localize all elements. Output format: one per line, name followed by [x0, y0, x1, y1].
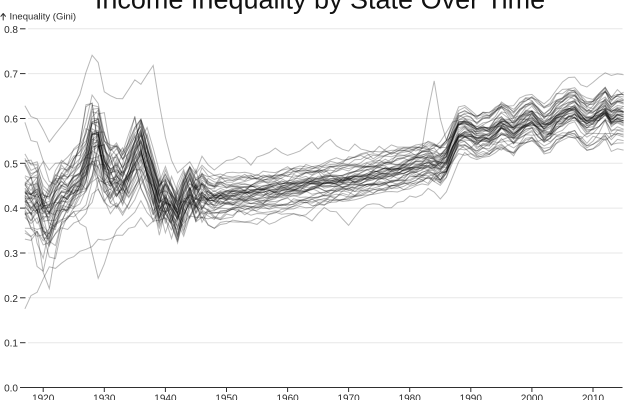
svg-text:Income Inequality by State Ove: Income Inequality by State Over Time — [95, 0, 545, 15]
svg-text:1950: 1950 — [215, 394, 238, 400]
svg-text:Inequality (Gini): Inequality (Gini) — [10, 12, 77, 23]
svg-text:1930: 1930 — [93, 394, 116, 400]
svg-text:2000: 2000 — [521, 394, 544, 400]
svg-text:0.8: 0.8 — [4, 25, 18, 36]
svg-text:0.0: 0.0 — [4, 384, 18, 395]
svg-text:1990: 1990 — [460, 394, 483, 400]
svg-text:0.5: 0.5 — [4, 159, 18, 170]
svg-text:1970: 1970 — [337, 394, 360, 400]
svg-text:1980: 1980 — [399, 394, 422, 400]
svg-text:0.1: 0.1 — [4, 339, 18, 350]
svg-text:0.6: 0.6 — [4, 115, 18, 126]
svg-text:0.7: 0.7 — [4, 70, 18, 81]
svg-text:2010: 2010 — [582, 394, 605, 400]
svg-text:1920: 1920 — [32, 394, 55, 400]
svg-text:0.4: 0.4 — [4, 204, 18, 215]
svg-text:1940: 1940 — [154, 394, 177, 400]
svg-text:0.2: 0.2 — [4, 294, 18, 305]
svg-text:1960: 1960 — [276, 394, 299, 400]
svg-text:0.3: 0.3 — [4, 249, 18, 260]
